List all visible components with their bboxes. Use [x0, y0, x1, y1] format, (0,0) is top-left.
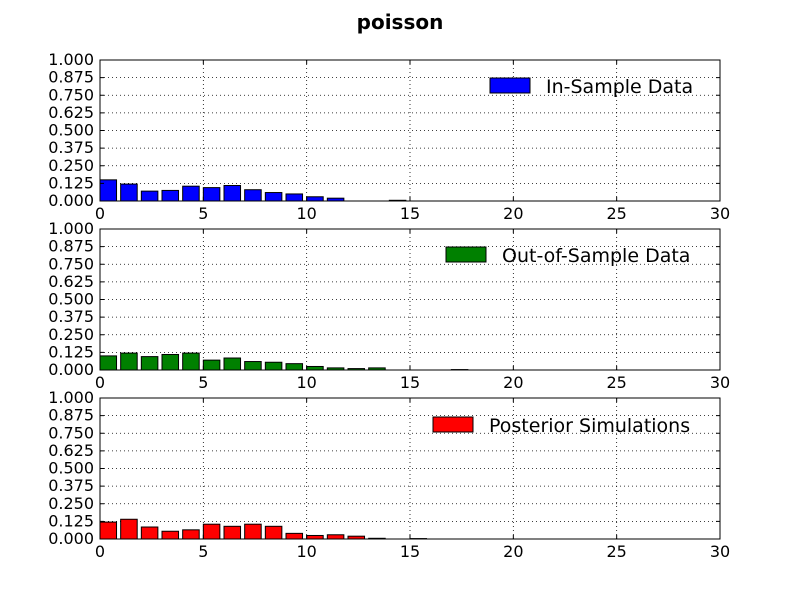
- y-tick-label: 0.000: [48, 191, 94, 210]
- bar: [140, 526, 159, 540]
- bar: [223, 184, 242, 202]
- bar: [182, 529, 200, 540]
- bar: [140, 190, 159, 202]
- y-tick-label: 1.000: [48, 219, 94, 238]
- x-tick-label: 30: [710, 204, 730, 223]
- y-tick-label: 0.375: [48, 138, 94, 157]
- y-tick-label: 1.000: [48, 388, 94, 407]
- x-tick-label: 5: [198, 204, 208, 223]
- y-tick-label: 0.125: [48, 173, 94, 192]
- x-tick-label: 20: [503, 542, 523, 561]
- y-tick-label: 0.500: [48, 459, 94, 478]
- x-tick-label: 5: [198, 542, 208, 561]
- y-tick-label: 0.000: [48, 529, 94, 548]
- bar: [161, 353, 180, 371]
- y-tick-label: 0.250: [48, 325, 94, 344]
- bar: [202, 187, 221, 202]
- x-tick-label: 0: [95, 204, 105, 223]
- bar: [202, 359, 221, 371]
- bar: [99, 355, 118, 371]
- y-tick-label: 0.250: [48, 494, 94, 513]
- bar: [140, 356, 159, 371]
- bar: [264, 192, 283, 202]
- y-tick-label: 0.375: [48, 476, 94, 495]
- bar: [306, 534, 324, 540]
- x-tick-label: 15: [400, 542, 420, 561]
- x-tick-label: 20: [503, 204, 523, 223]
- legend-label: In-Sample Data: [546, 76, 693, 98]
- x-tick-label: 25: [606, 373, 626, 392]
- y-tick-label: 0.375: [48, 307, 94, 326]
- bar: [182, 352, 200, 371]
- x-tick-label: 15: [400, 204, 420, 223]
- bar: [264, 361, 283, 371]
- x-tick-label: 0: [95, 542, 105, 561]
- x-tick-label: 5: [198, 373, 208, 392]
- y-tick-label: 0.875: [48, 68, 94, 87]
- x-tick-label: 20: [503, 373, 523, 392]
- y-tick-label: 0.250: [48, 156, 94, 175]
- x-tick-label: 25: [606, 542, 626, 561]
- panel-2: 0 5 10 15 20 25 30 0.0000.1250.2500.3750.5000.6…: [48, 219, 730, 392]
- y-tick-label: 0.875: [48, 406, 94, 425]
- x-tick-label: 30: [710, 542, 730, 561]
- x-tick-label: 10: [296, 204, 316, 223]
- legend-swatch: [445, 246, 487, 263]
- bar: [306, 365, 324, 371]
- y-tick-label: 0.625: [48, 103, 94, 122]
- bar: [120, 352, 138, 371]
- panel-1: 0 5 10 15 20 25 30 0.0000.1250.2500.3750.5000.6…: [48, 50, 730, 223]
- bar: [202, 523, 221, 540]
- bar: [182, 185, 200, 202]
- x-tick-label: 30: [710, 373, 730, 392]
- legend-label: Out-of-Sample Data: [502, 245, 690, 267]
- bar: [326, 534, 345, 540]
- x-tick-label: 15: [400, 373, 420, 392]
- y-tick-label: 0.500: [48, 121, 94, 140]
- bar: [161, 189, 180, 202]
- bar: [223, 525, 242, 540]
- y-tick-label: 0.625: [48, 272, 94, 291]
- y-tick-label: 1.000: [48, 50, 94, 69]
- y-tick-label: 0.125: [48, 511, 94, 530]
- bar: [120, 183, 138, 202]
- legend-swatch: [432, 416, 474, 433]
- bar: [285, 532, 304, 540]
- x-tick-label: 10: [296, 373, 316, 392]
- y-tick-label: 0.500: [48, 290, 94, 309]
- panel-3: 0 5 10 15 20 25 30 0.0000.1250.2500.3750.5000.6…: [48, 388, 730, 561]
- legend-swatch: [489, 77, 531, 94]
- y-tick-label: 0.750: [48, 254, 94, 273]
- bar: [223, 357, 242, 371]
- y-tick-label: 0.000: [48, 360, 94, 379]
- bar: [285, 193, 304, 202]
- bar: [285, 363, 304, 371]
- bar: [161, 530, 180, 540]
- figure-title: poisson: [357, 10, 444, 34]
- bar: [244, 523, 262, 540]
- bar: [306, 196, 324, 202]
- y-tick-label: 0.625: [48, 441, 94, 460]
- bar: [244, 189, 262, 202]
- bar: [99, 521, 118, 540]
- x-tick-label: 0: [95, 373, 105, 392]
- y-tick-label: 0.125: [48, 342, 94, 361]
- bar: [120, 518, 138, 540]
- legend-label: Posterior Simulations: [489, 415, 690, 437]
- y-tick-label: 0.875: [48, 237, 94, 256]
- y-tick-label: 0.750: [48, 423, 94, 442]
- y-tick-label: 0.750: [48, 85, 94, 104]
- bar: [244, 361, 262, 371]
- bar: [264, 525, 283, 540]
- x-tick-label: 10: [296, 542, 316, 561]
- x-tick-label: 25: [606, 204, 626, 223]
